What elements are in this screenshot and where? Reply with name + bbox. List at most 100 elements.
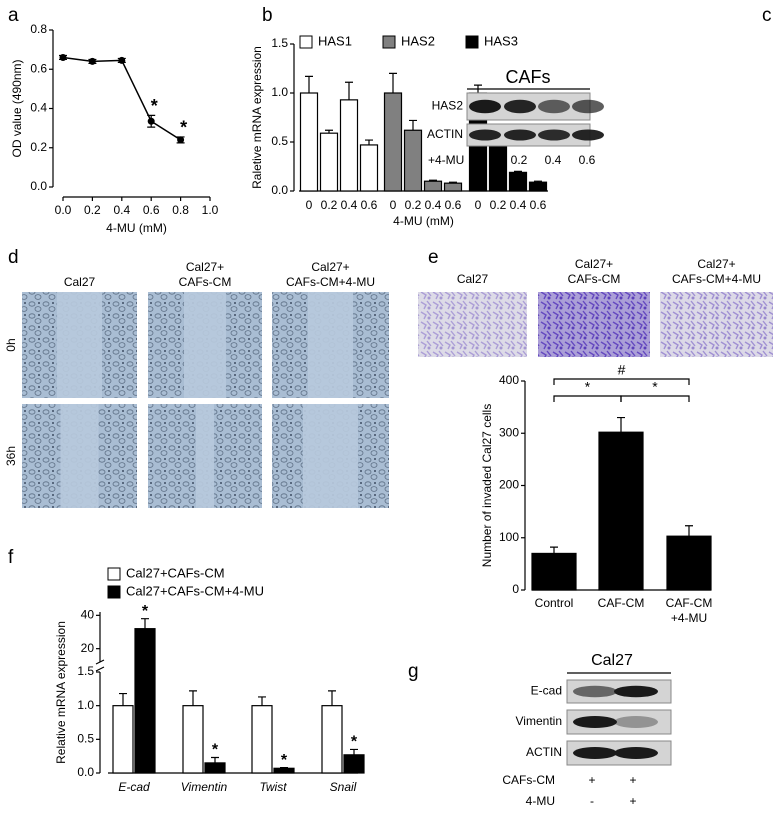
blot-band <box>538 99 570 114</box>
dose-label: 0.6 <box>579 153 596 167</box>
bar <box>321 705 343 774</box>
column-title: Cal27 <box>457 272 489 286</box>
y-tick-label: 1.0 <box>77 698 94 712</box>
y-tick-label: 40 <box>81 608 95 622</box>
y-tick-label: 0.2 <box>30 140 47 154</box>
legend-swatch <box>107 585 121 599</box>
legend-label: HAS1 <box>318 33 352 48</box>
bar <box>598 431 644 591</box>
blot-band <box>538 129 570 141</box>
blot-band <box>614 716 658 728</box>
bar <box>383 92 403 192</box>
x-axis-label: 4-MU (mM) <box>106 221 167 235</box>
significance-marker: * <box>281 752 288 769</box>
y-tick-label: 400 <box>499 373 519 387</box>
axis-break <box>95 659 105 672</box>
micrograph <box>660 292 773 357</box>
point <box>177 136 185 144</box>
y-tick-label: 20 <box>81 641 95 655</box>
x-tick-label: 0 <box>390 198 397 212</box>
dose-label: 0.2 <box>511 153 528 167</box>
error-bar <box>350 748 358 755</box>
y-tick-label: 0.0 <box>271 183 288 197</box>
row-label: 36h <box>4 446 18 466</box>
significance-marker: * <box>180 118 187 138</box>
bar <box>319 132 339 192</box>
blot-row-label: Vimentin <box>516 714 562 728</box>
bar <box>251 705 273 774</box>
bar <box>528 181 548 192</box>
condition-value: + <box>629 794 636 808</box>
comparison-label: * <box>585 379 591 395</box>
x-axis-label: 4-MU (mM) <box>393 214 454 228</box>
significance-marker: * <box>151 96 158 116</box>
panel-label: g <box>408 661 419 682</box>
y-tick-label: 100 <box>499 530 519 544</box>
bar <box>112 705 134 774</box>
bar <box>299 92 319 192</box>
panel-label: f <box>8 547 14 568</box>
comparison-label: # <box>618 362 626 378</box>
comparison-bracket <box>553 378 690 385</box>
panel-label: d <box>8 247 19 268</box>
blot-band <box>504 129 536 141</box>
line <box>62 56 182 141</box>
x-tick-label: 0.6 <box>530 198 547 212</box>
column-title: Cal27+ <box>186 260 224 274</box>
blot-band <box>573 716 617 728</box>
column-title: CAFs-CM+4-MU <box>672 272 761 286</box>
legend-label: Cal27+CAFs-CM <box>126 565 225 580</box>
x-tick-label: 0.2 <box>490 198 507 212</box>
legend-swatch <box>382 35 396 49</box>
x-tick-label: CAF-CM <box>598 596 645 610</box>
legend-label: HAS2 <box>401 33 435 48</box>
significance-marker: * <box>212 742 219 759</box>
legend-label: Cal27+CAFs-CM+4-MU <box>126 583 264 598</box>
y-tick-label: 0.8 <box>30 22 47 36</box>
bar <box>134 628 156 774</box>
x-tick-label: 0.2 <box>405 198 422 212</box>
panel-label: e <box>428 247 439 268</box>
dose-label: 0 <box>481 153 488 167</box>
panel-label: b <box>262 5 273 26</box>
panel-label: c <box>762 5 772 26</box>
x-tick-label: 0.8 <box>172 203 189 217</box>
legend-swatch <box>107 567 121 581</box>
x-tick-label: 1.0 <box>202 203 219 217</box>
error-bar <box>389 72 397 93</box>
blot-row-label: ACTIN <box>427 127 463 141</box>
x-tick-label: 0 <box>475 198 482 212</box>
bar <box>488 144 508 192</box>
scratch-gap <box>308 292 353 398</box>
x-tick-label: Control <box>535 596 574 610</box>
bar <box>204 762 226 774</box>
y-axis-label: Raletive mRNA expression <box>250 46 264 189</box>
scratch-gap <box>184 292 226 398</box>
y-tick-label: 1.5 <box>77 664 94 678</box>
x-tick-label: E-cad <box>118 780 150 794</box>
y-tick-label: 0.0 <box>30 179 47 193</box>
micrograph-tint <box>538 292 650 357</box>
error-bar <box>305 75 313 93</box>
significance-marker: * <box>142 603 149 620</box>
comparison-bracket <box>620 395 690 402</box>
bar <box>359 144 379 192</box>
x-tick-label: 0.6 <box>445 198 462 212</box>
y-tick-label: 0.5 <box>77 732 94 746</box>
blot-band <box>504 99 536 114</box>
column-title: CAFs-CM <box>568 272 621 286</box>
bar <box>666 535 712 591</box>
condition-label: 4-MU <box>526 794 555 808</box>
bar <box>443 182 463 192</box>
x-tick-label: 0.4 <box>425 198 442 212</box>
error-bar <box>258 696 266 706</box>
scratch-gap <box>60 404 99 508</box>
x-tick-label: CAF-CM <box>666 596 713 610</box>
blot-band <box>572 99 604 114</box>
y-tick-label: 300 <box>499 425 519 439</box>
bar <box>182 705 204 774</box>
x-tick-label: 0.0 <box>55 203 72 217</box>
blot-title: CAFs <box>506 67 551 87</box>
error-bar <box>365 139 373 145</box>
x-tick-label: Twist <box>259 780 287 794</box>
